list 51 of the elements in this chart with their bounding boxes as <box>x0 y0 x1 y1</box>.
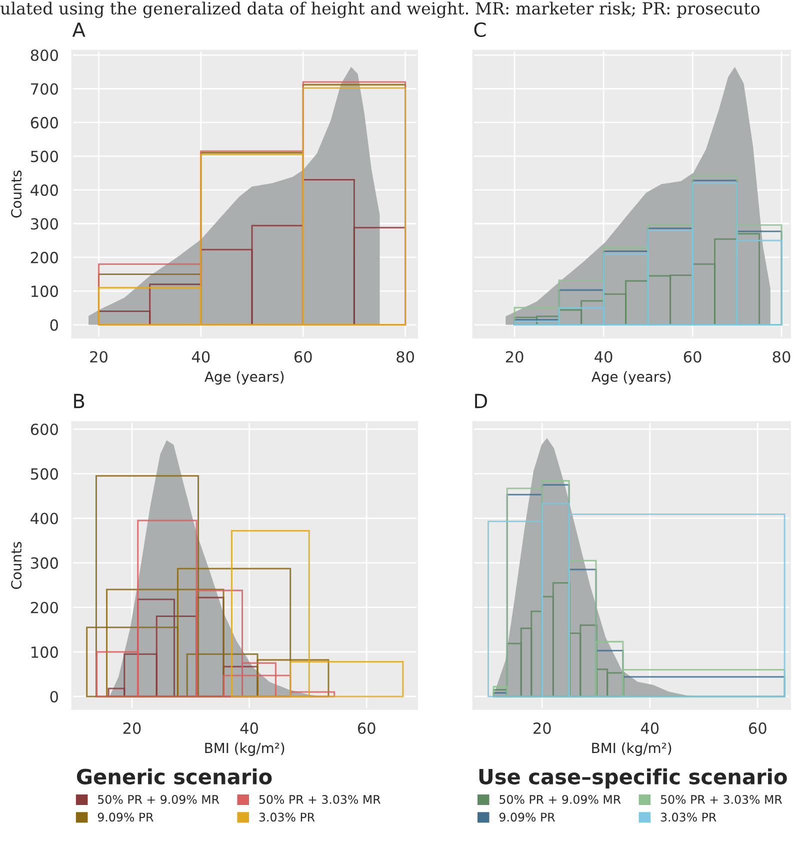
x-tick-label: 60 <box>748 722 766 734</box>
y-tick-label: 800 <box>30 49 58 62</box>
y-tick-label: 200 <box>30 252 58 264</box>
legend-label: 50% PR + 9.09% MR <box>98 795 220 804</box>
x-tick-label: 40 <box>192 351 210 363</box>
x-tick-label: 20 <box>123 722 141 734</box>
legend-label: 9.09% PR <box>98 812 154 822</box>
legend-title: Use case–specific scenario <box>479 768 787 789</box>
legend-label: 50% PR + 9.09% MR <box>500 795 621 804</box>
x-tick-label: 60 <box>684 351 702 363</box>
y-tick-label: 0 <box>50 319 58 331</box>
legend-label: 3.03% PR <box>660 812 716 822</box>
legend-label: 50% PR + 3.03% MR <box>660 795 782 804</box>
y-tick-label: 400 <box>30 512 58 524</box>
legend-label: 50% PR + 3.03% MR <box>259 795 380 804</box>
y-tick-label: 0 <box>50 690 58 703</box>
x-axis-title: Age (years) <box>592 371 671 385</box>
y-tick-label: 500 <box>31 468 58 480</box>
chart-title: C <box>474 22 486 38</box>
x-tick-label: 20 <box>506 351 524 363</box>
x-tick-label: 60 <box>358 722 376 734</box>
x-tick-label: 40 <box>640 722 659 734</box>
x-tick-label: 80 <box>396 351 414 363</box>
y-tick-label: 200 <box>30 602 58 614</box>
x-tick-label: 40 <box>594 351 612 363</box>
legend-title: Generic scenario <box>76 768 272 784</box>
x-axis-title: Age (years) <box>204 371 284 385</box>
y-tick-label: 100 <box>32 286 58 298</box>
chart-title: A <box>72 22 86 37</box>
y-tick-label: 400 <box>30 184 58 196</box>
y-tick-label: 100 <box>32 646 58 658</box>
y-tick-label: 500 <box>31 150 58 162</box>
y-tick-label: 600 <box>30 424 58 436</box>
legend-label: 9.09% PR <box>499 812 555 822</box>
y-tick-label: 700 <box>31 83 58 95</box>
x-tick-label: 60 <box>294 351 312 363</box>
x-tick-label: 80 <box>772 351 790 363</box>
x-tick-label: 20 <box>534 722 551 734</box>
chart-title: D <box>475 394 488 408</box>
y-axis-title: Counts <box>11 542 22 589</box>
x-axis-title: BMI (kg/m²) <box>205 742 284 756</box>
x-tick-label: 40 <box>240 722 258 734</box>
y-tick-label: 600 <box>30 116 58 128</box>
x-axis-title: BMI (kg/m²) <box>592 742 672 756</box>
x-tick-label: 20 <box>90 351 108 363</box>
y-tick-label: 300 <box>30 218 58 230</box>
legend-label: 3.03% PR <box>259 812 315 822</box>
y-tick-label: 300 <box>30 557 58 569</box>
y-axis-title: Counts <box>11 170 22 218</box>
text: ulated using the generalized data of height and weight. MR: marketer risk; PR: prosecuto <box>0 2 760 18</box>
chart-title: B <box>74 394 84 408</box>
